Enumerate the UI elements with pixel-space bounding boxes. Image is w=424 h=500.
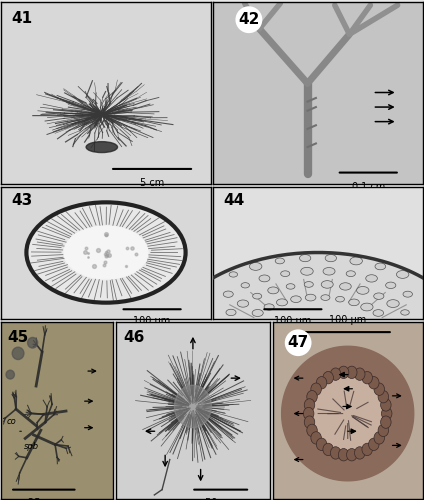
Circle shape bbox=[291, 296, 301, 302]
Circle shape bbox=[304, 282, 313, 288]
Circle shape bbox=[350, 257, 363, 265]
Circle shape bbox=[374, 293, 384, 300]
Circle shape bbox=[299, 254, 311, 262]
Circle shape bbox=[316, 438, 327, 450]
Circle shape bbox=[330, 368, 341, 380]
Circle shape bbox=[304, 408, 314, 420]
Circle shape bbox=[330, 446, 341, 459]
Text: 5 cm: 5 cm bbox=[140, 178, 164, 188]
Circle shape bbox=[286, 284, 295, 289]
Circle shape bbox=[301, 268, 313, 275]
Circle shape bbox=[226, 310, 236, 316]
Circle shape bbox=[374, 383, 385, 396]
Circle shape bbox=[338, 448, 349, 461]
Text: 50 μm: 50 μm bbox=[205, 498, 236, 500]
Circle shape bbox=[336, 296, 344, 302]
Circle shape bbox=[381, 416, 391, 428]
Circle shape bbox=[307, 390, 317, 403]
Circle shape bbox=[346, 366, 357, 378]
Text: 100 μm: 100 μm bbox=[134, 316, 171, 326]
Text: 41: 41 bbox=[12, 10, 33, 26]
Circle shape bbox=[253, 294, 262, 299]
Circle shape bbox=[378, 424, 388, 436]
Circle shape bbox=[304, 398, 315, 411]
Circle shape bbox=[386, 282, 396, 288]
Text: 25 μm: 25 μm bbox=[28, 498, 59, 500]
Circle shape bbox=[357, 286, 369, 294]
Circle shape bbox=[26, 202, 186, 302]
Circle shape bbox=[346, 448, 357, 461]
Circle shape bbox=[362, 443, 372, 456]
Circle shape bbox=[338, 366, 349, 378]
Circle shape bbox=[346, 271, 355, 276]
Text: 43: 43 bbox=[12, 193, 33, 208]
Ellipse shape bbox=[28, 338, 38, 348]
Circle shape bbox=[249, 262, 262, 270]
Circle shape bbox=[375, 263, 386, 270]
Circle shape bbox=[373, 310, 384, 316]
Circle shape bbox=[252, 310, 263, 316]
Circle shape bbox=[403, 291, 413, 297]
Circle shape bbox=[305, 294, 316, 301]
Circle shape bbox=[387, 300, 399, 308]
Text: spb: spb bbox=[24, 442, 39, 451]
Circle shape bbox=[378, 390, 388, 403]
Text: 100 μm: 100 μm bbox=[329, 315, 366, 325]
Circle shape bbox=[321, 294, 330, 300]
Circle shape bbox=[174, 385, 212, 428]
Text: co: co bbox=[7, 417, 17, 426]
Circle shape bbox=[241, 282, 249, 288]
Circle shape bbox=[401, 310, 409, 315]
Circle shape bbox=[237, 300, 249, 307]
Ellipse shape bbox=[12, 347, 24, 360]
Circle shape bbox=[275, 258, 285, 264]
Circle shape bbox=[361, 303, 373, 311]
Circle shape bbox=[223, 291, 233, 298]
Circle shape bbox=[354, 368, 365, 380]
Text: 100 μm: 100 μm bbox=[274, 316, 312, 326]
Text: 44: 44 bbox=[224, 193, 245, 208]
Circle shape bbox=[323, 443, 333, 456]
Circle shape bbox=[381, 398, 391, 411]
Text: 0.1 cm: 0.1 cm bbox=[351, 182, 385, 192]
Circle shape bbox=[229, 272, 237, 277]
Circle shape bbox=[311, 432, 321, 444]
Ellipse shape bbox=[6, 370, 14, 379]
Circle shape bbox=[311, 383, 321, 396]
Circle shape bbox=[321, 280, 333, 288]
Circle shape bbox=[316, 376, 327, 389]
Circle shape bbox=[368, 376, 379, 389]
Text: 42: 42 bbox=[238, 12, 259, 27]
Circle shape bbox=[259, 275, 270, 282]
Circle shape bbox=[323, 372, 333, 384]
Circle shape bbox=[64, 226, 148, 279]
Circle shape bbox=[366, 274, 377, 282]
Circle shape bbox=[374, 432, 385, 444]
Circle shape bbox=[325, 254, 337, 262]
Circle shape bbox=[307, 424, 317, 436]
Circle shape bbox=[304, 416, 315, 428]
Circle shape bbox=[264, 304, 274, 310]
Text: 46: 46 bbox=[123, 330, 145, 345]
Ellipse shape bbox=[86, 142, 117, 152]
Circle shape bbox=[349, 299, 359, 306]
Circle shape bbox=[354, 446, 365, 459]
Circle shape bbox=[281, 271, 290, 276]
Circle shape bbox=[382, 408, 392, 420]
Text: 45: 45 bbox=[7, 330, 28, 345]
Text: 47: 47 bbox=[287, 335, 309, 350]
Polygon shape bbox=[309, 372, 387, 455]
Circle shape bbox=[368, 438, 379, 450]
Circle shape bbox=[268, 287, 279, 294]
Circle shape bbox=[323, 268, 335, 275]
Circle shape bbox=[340, 283, 351, 290]
Circle shape bbox=[276, 299, 287, 306]
Circle shape bbox=[362, 372, 372, 384]
Polygon shape bbox=[282, 346, 414, 481]
Circle shape bbox=[396, 270, 409, 278]
